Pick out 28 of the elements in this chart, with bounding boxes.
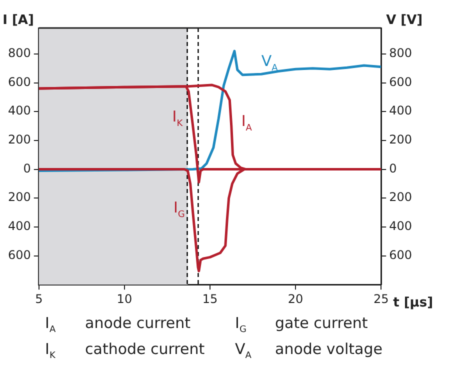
text: I$_{G}$ gate current [235,314,368,335]
x-axis-title: t [µs] [393,296,434,311]
y-tick-label: 0 [23,161,31,176]
y2-tick-label: 600 [389,74,412,89]
y2-tick-label: 200 [389,132,412,147]
y-axis-title: I [A] [2,13,34,28]
text: V$_{A}$ anode voltage [235,340,382,361]
y2-tick-label: 0 [389,161,397,176]
y2-tick-label: 800 [389,46,412,60]
y-tick-label: 200 [8,190,31,204]
x-tick-label: 25 [373,292,389,306]
x-tick-label: 20 [288,292,304,306]
y-tick-label: 600 [8,248,31,262]
y2-tick-label: 400 [389,219,412,234]
y2-tick-label: 200 [389,190,412,204]
y-tick-label: 600 [8,74,31,89]
text: I$_{K}$ cathode current [45,340,205,361]
y2-axis-title: V [V] [386,13,423,28]
y-tick-label: 800 [8,46,31,60]
y2-tick-label: 400 [389,104,412,118]
y-tick-label: 400 [8,219,31,234]
x-tick-label: 10 [116,292,132,306]
x-tick-label: 15 [202,292,218,306]
y2-tick-label: 600 [389,248,412,262]
y-tick-label: 400 [8,104,31,118]
x-tick-label: 5 [35,292,43,306]
text: I$_{A}$ anode current [45,314,191,335]
y-tick-label: 200 [8,132,31,147]
